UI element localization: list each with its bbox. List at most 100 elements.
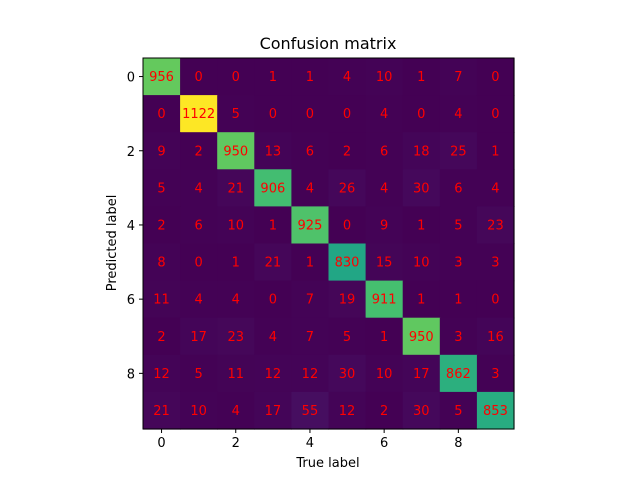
heatmap-cell (476, 280, 515, 319)
heatmap-cell (402, 243, 441, 282)
heatmap-cell (365, 243, 404, 282)
heatmap-cell (439, 317, 478, 356)
heatmap-cell (476, 169, 515, 207)
cell-value-label: 17 (265, 404, 282, 419)
cell-value-label: 0 (195, 70, 203, 85)
cell-value-label: 0 (491, 107, 499, 122)
cell-value-label: 3 (454, 256, 462, 271)
plot-frame (142, 57, 515, 430)
heatmap-cell (217, 169, 255, 207)
heatmap-cell (143, 354, 181, 393)
cell-value-label: 0 (343, 107, 351, 122)
heatmap-cell (180, 58, 218, 96)
heatmap-cells (143, 58, 515, 430)
heatmap-cell (217, 58, 255, 96)
heatmap-cell (254, 391, 292, 430)
cell-value-label: 5 (454, 404, 462, 419)
cell-value-label: 1 (306, 70, 314, 85)
heatmap-cell (328, 58, 367, 96)
heatmap-cell (180, 132, 218, 170)
heatmap-cell (217, 280, 255, 319)
heatmap-cell (328, 317, 367, 356)
heatmap-cell (143, 58, 181, 96)
y-tick-label: 4 (127, 219, 135, 234)
y-tick-label: 6 (127, 293, 135, 308)
heatmap-cell (143, 280, 181, 319)
heatmap-cell (180, 206, 218, 245)
cell-value-label: 10 (376, 367, 393, 382)
heatmap-cell (291, 280, 330, 319)
heatmap-cell (439, 206, 478, 245)
heatmap-cell (365, 95, 404, 133)
heatmap-cell (402, 95, 441, 133)
heatmap-cell (180, 95, 218, 133)
heatmap-cell (291, 354, 330, 393)
heatmap-cell (439, 354, 478, 393)
cell-value-label: 0 (232, 70, 240, 85)
cell-value-label: 4 (232, 404, 240, 419)
heatmap-cell (291, 243, 330, 282)
heatmap-cell (291, 169, 330, 207)
cell-value-label: 0 (491, 293, 499, 308)
heatmap-cell (365, 206, 404, 245)
cell-value-label: 0 (157, 107, 165, 122)
heatmap-cell (254, 132, 292, 170)
cell-value-label: 2 (195, 144, 203, 159)
heatmap-cell (291, 58, 330, 96)
cell-value-label: 4 (491, 181, 499, 196)
cell-value-label: 1 (269, 218, 277, 233)
cell-value-label: 5 (157, 181, 165, 196)
heatmap-cell (254, 354, 292, 393)
cell-value-label: 1 (417, 293, 425, 308)
y-tick-label: 0 (127, 71, 135, 86)
cell-value-label: 6 (454, 181, 462, 196)
cell-value-label: 6 (195, 218, 203, 233)
cell-value-label: 26 (339, 181, 356, 196)
cell-value-label: 0 (195, 256, 203, 271)
heatmap-cell (365, 391, 404, 430)
x-tick-label: 4 (306, 436, 314, 451)
heatmap-cell (328, 169, 367, 207)
y-tick-label: 8 (127, 367, 135, 382)
heatmap-cell (328, 354, 367, 393)
x-axis-ticks: 0 2 4 6 8 (157, 429, 462, 451)
heatmap-cell (365, 317, 404, 356)
heatmap-cell (328, 132, 367, 170)
heatmap-cell (476, 58, 515, 96)
cell-value-label: 4 (195, 181, 203, 196)
cell-value-label: 5 (195, 367, 203, 382)
cell-value-label: 0 (306, 107, 314, 122)
heatmap-cell (328, 95, 367, 133)
cell-value-label: 25 (450, 144, 467, 159)
heatmap-cell (291, 317, 330, 356)
cell-value-label: 4 (306, 181, 314, 196)
cell-value-label: 830 (335, 256, 360, 271)
heatmap-cell (143, 95, 181, 133)
heatmap-cell (365, 58, 404, 96)
cell-value-label: 1 (454, 293, 462, 308)
heatmap-cell (402, 206, 441, 245)
heatmap-cell (476, 132, 515, 170)
heatmap-cell (254, 280, 292, 319)
heatmap-cell (180, 243, 218, 282)
cell-value-label: 21 (153, 404, 170, 419)
heatmap-cell (291, 95, 330, 133)
cell-value-label: 21 (265, 256, 282, 271)
heatmap-cell (180, 317, 218, 356)
heatmap-cell (143, 391, 181, 430)
cell-value-label: 2 (343, 144, 351, 159)
cell-value-label: 906 (260, 181, 285, 196)
cell-value-label: 2 (157, 218, 165, 233)
heatmap-cell (291, 132, 330, 170)
heatmap-cell (402, 391, 441, 430)
cell-value-label: 11 (153, 293, 170, 308)
heatmap-cell (180, 391, 218, 430)
cell-value-label: 1 (380, 330, 388, 345)
cell-value-label: 11 (227, 367, 244, 382)
cell-value-label: 16 (487, 330, 504, 345)
cell-value-label: 4 (195, 293, 203, 308)
heatmap-cell (328, 391, 367, 430)
heatmap-cell (180, 354, 218, 393)
heatmap-cell (402, 169, 441, 207)
cell-value-label: 13 (265, 144, 282, 159)
